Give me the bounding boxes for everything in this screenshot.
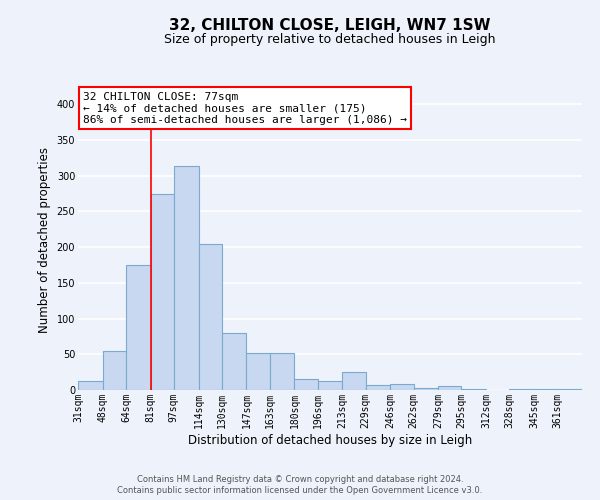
- Bar: [151, 194, 174, 390]
- Bar: [270, 353, 295, 390]
- Bar: [343, 372, 365, 390]
- Bar: [199, 244, 222, 390]
- Bar: [103, 352, 126, 390]
- Bar: [222, 333, 247, 390]
- Text: 32 CHILTON CLOSE: 77sqm
← 14% of detached houses are smaller (175)
86% of semi-d: 32 CHILTON CLOSE: 77sqm ← 14% of detache…: [83, 92, 407, 124]
- Text: Contains HM Land Registry data © Crown copyright and database right 2024.: Contains HM Land Registry data © Crown c…: [137, 475, 463, 484]
- Bar: [438, 386, 461, 390]
- Bar: [317, 380, 343, 390]
- X-axis label: Distribution of detached houses by size in Leigh: Distribution of detached houses by size …: [188, 434, 472, 446]
- Bar: [365, 385, 390, 390]
- Bar: [78, 382, 103, 390]
- Bar: [390, 384, 413, 390]
- Bar: [247, 353, 270, 390]
- Bar: [174, 166, 199, 390]
- Text: Contains public sector information licensed under the Open Government Licence v3: Contains public sector information licen…: [118, 486, 482, 495]
- Text: Size of property relative to detached houses in Leigh: Size of property relative to detached ho…: [164, 32, 496, 46]
- Bar: [295, 380, 317, 390]
- Bar: [461, 388, 486, 390]
- Y-axis label: Number of detached properties: Number of detached properties: [38, 147, 51, 333]
- Text: 32, CHILTON CLOSE, LEIGH, WN7 1SW: 32, CHILTON CLOSE, LEIGH, WN7 1SW: [169, 18, 491, 32]
- Bar: [413, 388, 438, 390]
- Bar: [126, 265, 151, 390]
